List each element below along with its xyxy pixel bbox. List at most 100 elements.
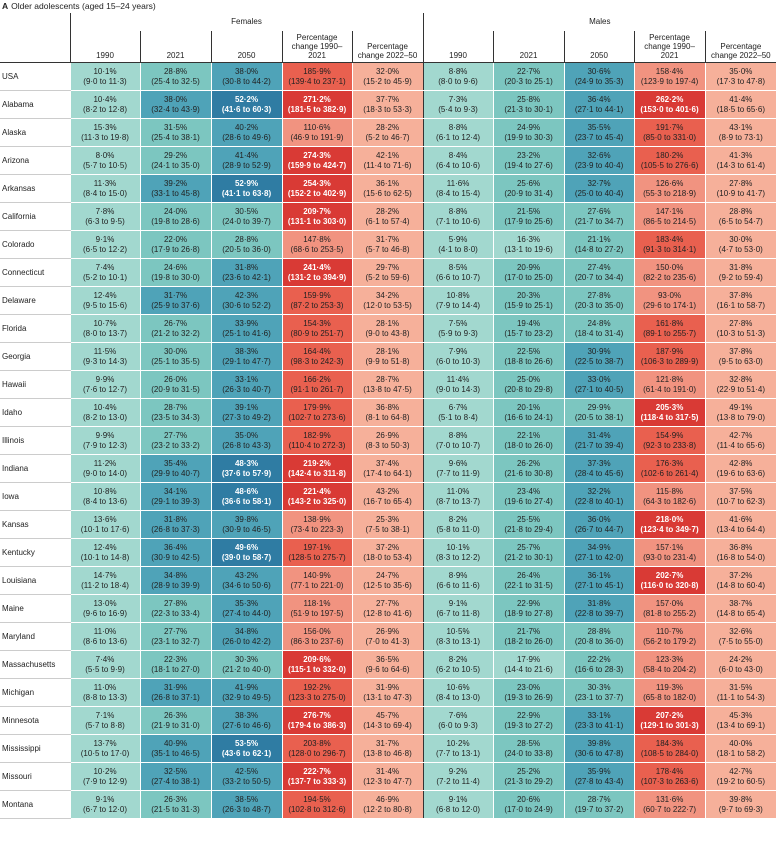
cell-interval: (17·9 to 26·8) [151, 244, 200, 254]
table-cell: 25·6% (20·9 to 31·4) [492, 174, 565, 203]
cell-interval: (26·3 to 48·7) [222, 804, 271, 814]
cell-interval: (139·4 to 237·1) [288, 76, 346, 86]
cell-interval: (24·0 to 39·7) [222, 216, 271, 226]
table-cell: 39·8% (9·7 to 69·3) [704, 790, 776, 819]
table-cell: 21·7% (18·2 to 26·0) [492, 622, 565, 651]
table-cell: 10·2% (7·9 to 12·9) [69, 762, 140, 791]
table-cell: 12·4% (9·5 to 15·6) [69, 286, 140, 315]
table-row: Maryland 11·0% (8·6 to 13·6) 27·7% (23·1 to … [0, 622, 776, 651]
cell-interval: (4·7 to 53·0) [718, 244, 763, 254]
cell-value: 8·4% [448, 151, 468, 160]
cell-interval: (9·7 to 69·3) [718, 804, 763, 814]
cell-value: 31·5% [729, 683, 753, 692]
row-label: Colorado [0, 230, 70, 259]
cell-value: 31·8% [587, 599, 611, 608]
cell-interval: (19·8 to 28·6) [151, 216, 200, 226]
cell-value: 34·8% [163, 571, 188, 580]
cell-interval: (153·0 to 401·6) [640, 104, 699, 114]
table-cell: 8·5% (6·6 to 10·7) [422, 258, 494, 287]
cell-value: 38·3% [234, 711, 259, 720]
cell-interval: (61·4 to 191·0) [643, 384, 696, 394]
table-cell: 24·8% (18·4 to 31·4) [563, 314, 635, 343]
cell-value: 37·8% [729, 347, 753, 356]
table-cell: 205·3% (118·4 to 317·5) [633, 398, 706, 427]
table-cell: 37·8% (9·5 to 63·0) [704, 342, 776, 371]
table-cell: 25·3% (7·5 to 38·1) [351, 510, 424, 539]
cell-value: 22·1% [516, 431, 541, 440]
table-cell: 28·7% (19·7 to 37·2) [563, 790, 635, 819]
table-cell: 221·4% (143·2 to 325·0) [281, 482, 352, 511]
cell-interval: (129·1 to 301·3) [640, 720, 699, 730]
cell-value: 9·1% [448, 599, 468, 608]
table-cell: 33·0% (27·1 to 40·5) [563, 370, 635, 399]
cell-value: 8·5% [448, 263, 468, 272]
cell-value: 35·0% [729, 67, 753, 76]
table-cell: 32·6% (7·5 to 55·0) [704, 622, 776, 651]
cell-value: 23·0% [516, 683, 541, 692]
cell-interval: (32·9 to 49·5) [222, 692, 271, 702]
cell-value: 37·8% [729, 291, 753, 300]
table-cell: 218·0% (123·4 to 349·7) [633, 510, 706, 539]
cell-value: 11·5% [93, 347, 117, 356]
cell-interval: (10·1 to 17·6) [80, 524, 130, 534]
cell-value: 48·3% [234, 459, 259, 468]
cell-interval: (27·4 to 44·0) [222, 608, 271, 618]
cell-interval: (8·8 to 13·3) [82, 692, 128, 702]
cell-value: 157·1% [655, 543, 684, 552]
cell-value: 10·8% [93, 487, 117, 496]
cell-value: 25·6% [516, 179, 541, 188]
table-cell: 31·5% (25·4 to 38·1) [139, 118, 211, 147]
table-cell: 9·1% (6·7 to 11·8) [422, 594, 494, 623]
cell-value: 26·9% [375, 431, 400, 440]
cell-value: 31·4% [375, 767, 400, 776]
cell-interval: (9·0 to 11·3) [83, 76, 127, 86]
cell-value: 121·8% [655, 375, 684, 384]
table-cell: 9·6% (7·7 to 11·9) [422, 454, 494, 483]
cell-interval: (25·4 to 32·5) [151, 76, 200, 86]
cell-interval: (81·8 to 255·2) [643, 608, 696, 618]
cell-interval: (5·5 to 9·9) [85, 664, 125, 674]
cell-value: 32·2% [587, 487, 611, 496]
table-cell: 36·1% (27·1 to 45·1) [563, 566, 635, 595]
cell-value: 35·5% [587, 123, 611, 132]
cell-value: 24·8% [587, 319, 611, 328]
table-cell: 32·7% (25·0 to 40·4) [563, 174, 635, 203]
cell-value: 8·0% [95, 151, 115, 160]
table-cell: 222·7% (137·7 to 333·3) [281, 762, 352, 791]
table-cell: 32·6% (23·9 to 40·4) [563, 146, 635, 175]
cell-value: 39·2% [163, 179, 188, 188]
table-row: Kansas 13·6% (10·1 to 17·6) 31·8% (26·8 to 3… [0, 510, 776, 539]
table-cell: 9·2% (7·2 to 11·4) [422, 762, 494, 791]
cell-interval: (131·2 to 394·9) [287, 272, 347, 282]
cell-value: 37·3% [587, 459, 611, 468]
table-cell: 52·2% (41·6 to 60·3) [210, 90, 282, 119]
cell-value: 26·3% [163, 711, 188, 720]
table-cell: 10·2% (7·7 to 13·1) [422, 734, 494, 763]
cell-value: 118·1% [303, 599, 331, 608]
cell-interval: (25·1 to 35·5) [151, 356, 200, 366]
table-cell: 41·9% (32·9 to 49·5) [210, 678, 282, 707]
table-cell: 10·8% (8·4 to 13·6) [69, 482, 140, 511]
cell-interval: (9·5 to 15·6) [82, 300, 128, 310]
cell-interval: (46·9 to 191·9) [290, 132, 344, 142]
cell-value: 138·9% [303, 515, 331, 524]
table-cell: 22·7% (20·3 to 25·1) [492, 62, 565, 91]
cell-value: 12·4% [93, 291, 117, 300]
cell-value: 27·7% [163, 627, 188, 636]
cell-interval: (118·4 to 317·5) [640, 412, 699, 422]
column-header-male-2: 2050 [563, 31, 635, 63]
cell-interval: (8·0 to 13·7) [82, 328, 128, 338]
cell-interval: (7·9 to 14·4) [436, 300, 481, 310]
table-cell: 11·6% (8·4 to 15·4) [422, 174, 494, 203]
cell-interval: (27·1 to 45·1) [574, 580, 624, 590]
table-cell: 187·9% (106·3 to 289·9) [633, 342, 706, 371]
cell-interval: (20·5 to 38·1) [574, 412, 624, 422]
cell-interval: (13·8 to 46·8) [363, 748, 412, 758]
cell-value: 32·8% [729, 375, 753, 384]
cell-interval: (6·4 to 10·6) [436, 160, 481, 170]
cell-interval: (9·3 to 14·3) [82, 356, 128, 366]
table-cell: 10·6% (8·4 to 13·0) [422, 678, 494, 707]
cell-interval: (13·8 to 47·5) [363, 384, 412, 394]
cell-interval: (102·7 to 273·6) [288, 412, 346, 422]
table-cell: 31·4% (12·3 to 47·7) [351, 762, 424, 791]
